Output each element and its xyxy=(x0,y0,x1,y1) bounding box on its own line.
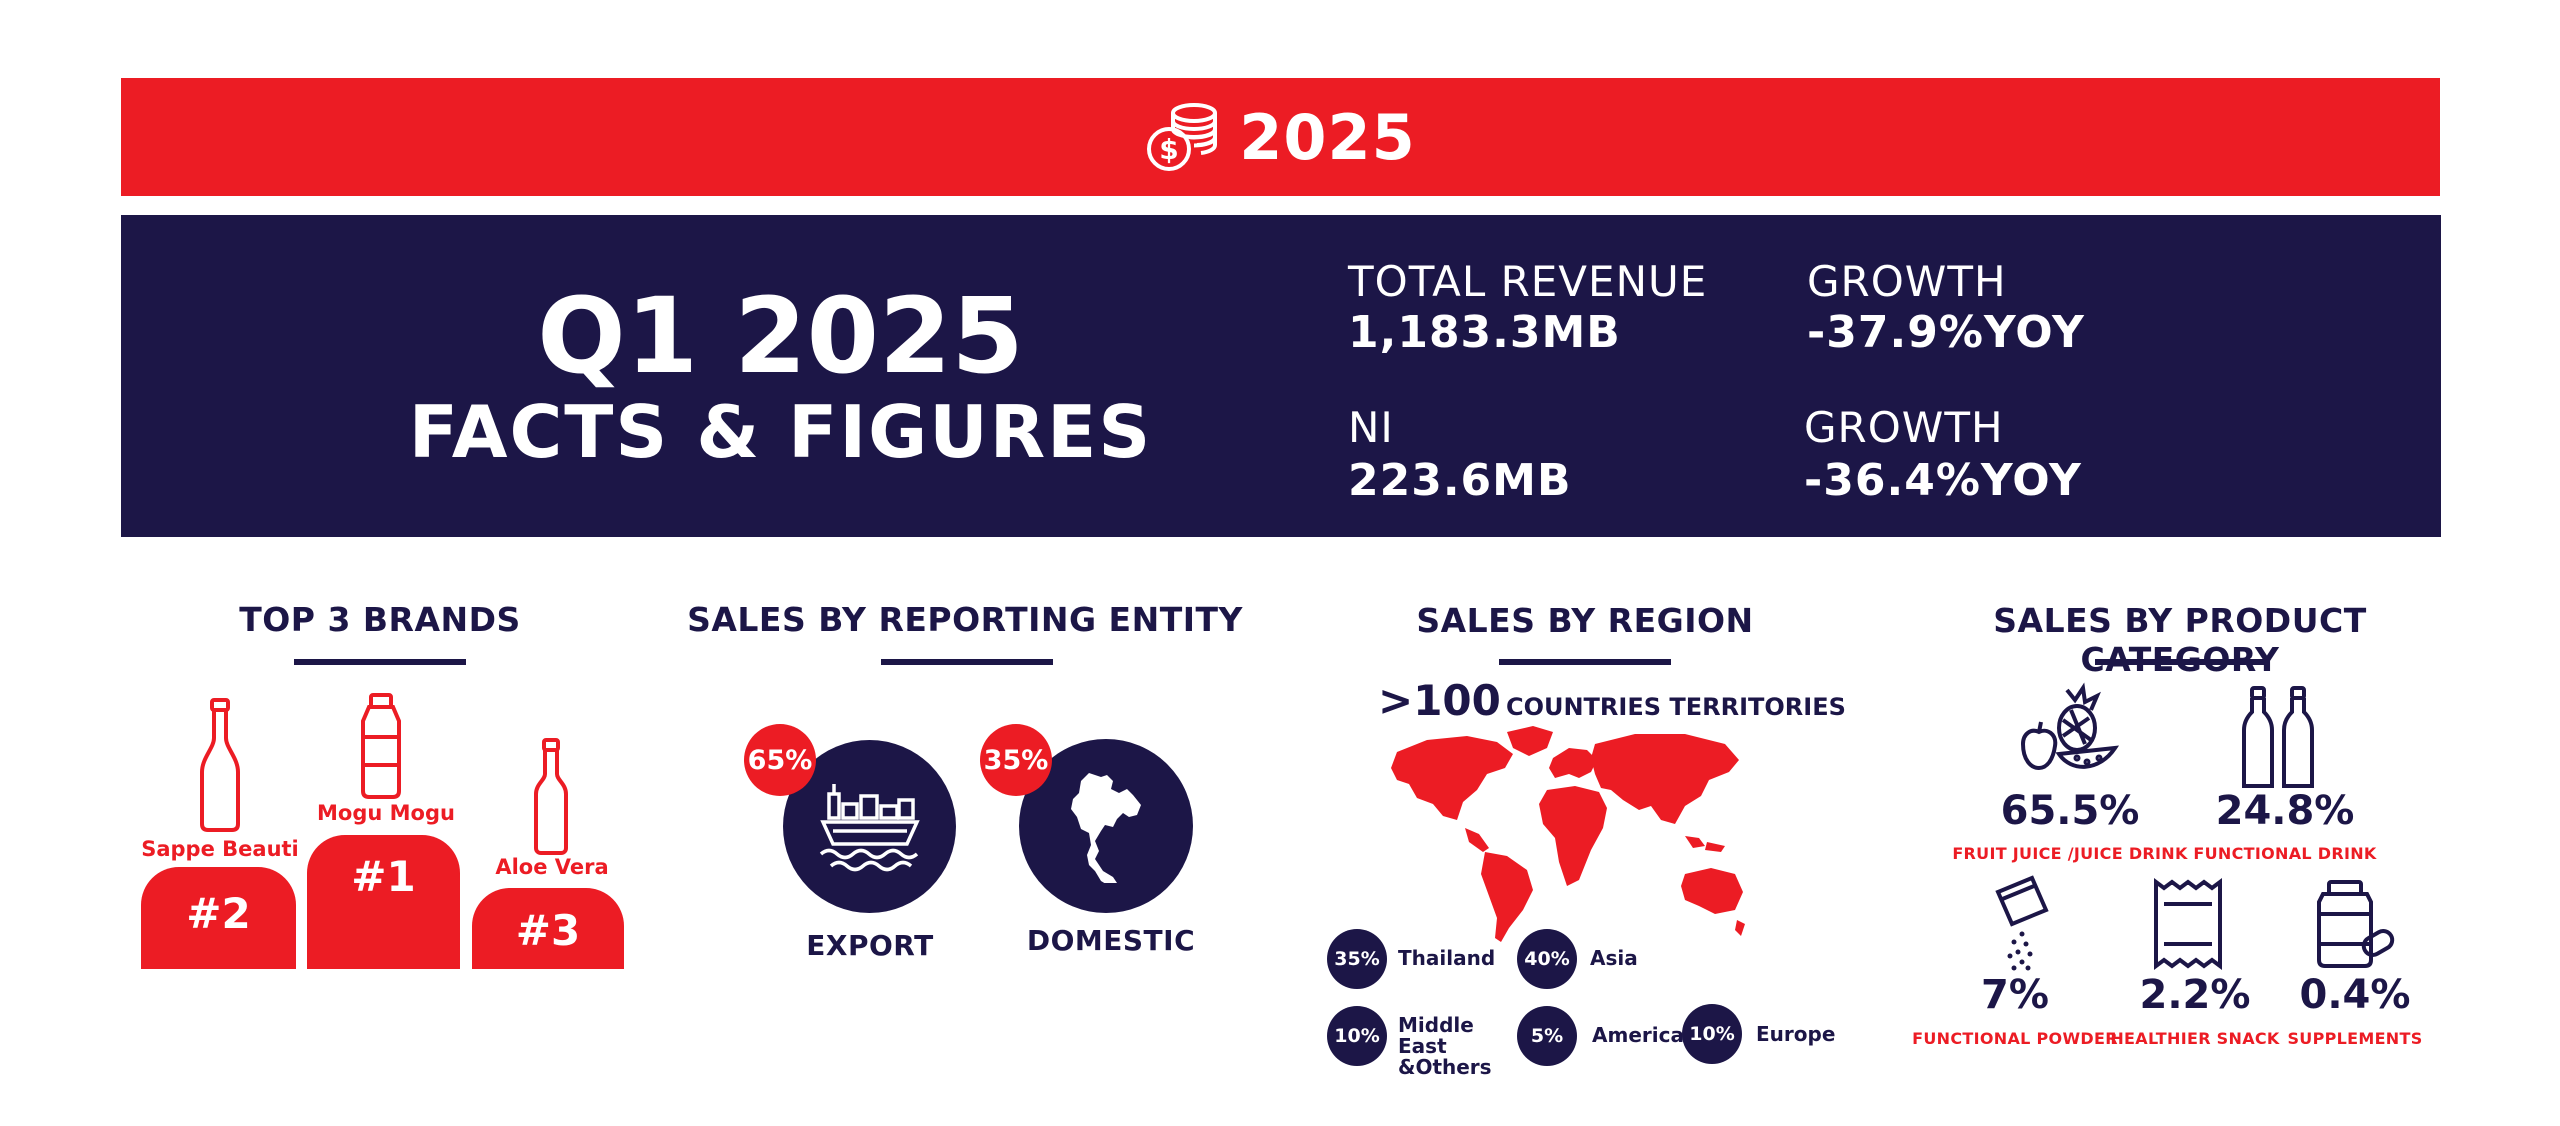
entity-rule xyxy=(881,659,1053,665)
region-name-thailand: Thailand xyxy=(1398,946,1496,970)
aloe-bottle-icon xyxy=(534,738,568,855)
rank-3: #3 xyxy=(515,906,581,955)
ni-value: 223.6MB xyxy=(1348,455,1572,506)
banner-year: 2025 xyxy=(1239,100,1416,174)
mogu-bottle-icon xyxy=(361,693,401,799)
sappe-bottle-icon xyxy=(200,698,240,832)
brand-name-3: Aloe Vera xyxy=(495,855,609,879)
region-name-america: America xyxy=(1592,1023,1684,1047)
category-name-powder: FUNCTIONAL POWDER xyxy=(1912,1029,2118,1048)
snack-pack-icon xyxy=(2154,878,2222,970)
export-label: EXPORT xyxy=(806,929,934,962)
supplement-jar-icon xyxy=(2317,880,2395,968)
region-pct-asia: 40% xyxy=(1517,929,1577,989)
region-pct-middle-east: 10% xyxy=(1327,1006,1387,1066)
year-banner: $ 2025 xyxy=(121,78,2440,196)
domestic-label: DOMESTIC xyxy=(1026,924,1196,957)
category-title: SALES BY PRODUCT CATEGORY xyxy=(1993,601,2367,679)
category-rule xyxy=(2095,659,2267,665)
facts-subtitle: FACTS & FIGURES xyxy=(408,390,1153,474)
region-name-europe: Europe xyxy=(1756,1022,1836,1046)
thailand-map-icon xyxy=(1071,773,1141,883)
facts-panel: Q1 2025 FACTS & FIGURES TOTAL REVENUE 1,… xyxy=(121,215,2441,537)
countries-count: >100 xyxy=(1378,676,1501,725)
region-pct-europe: 10% xyxy=(1682,1004,1742,1064)
category-name-functional-drink: FUNCTIONAL DRINK xyxy=(2193,844,2377,863)
ni-label: NI xyxy=(1348,403,1394,452)
ni-growth-label: GROWTH xyxy=(1804,403,2004,452)
rank-2: #2 xyxy=(186,889,251,938)
revenue-growth-label: GROWTH xyxy=(1807,257,2007,306)
export-pct-badge: 65% xyxy=(744,724,816,796)
category-name-juice: FRUIT JUICE /JUICE DRINK xyxy=(1952,844,2188,863)
cargo-ship-icon xyxy=(819,784,920,872)
region-name-middle-east: Middle East &Others xyxy=(1398,1013,1492,1079)
countries-line: >100 COUNTRIES TERRITORIES xyxy=(1378,676,1846,725)
powder-sachet-icon xyxy=(1995,875,2049,971)
region-pct-america: 5% xyxy=(1517,1006,1577,1066)
category-value-juice: 65.5% xyxy=(2000,788,2140,834)
svg-text:$: $ xyxy=(1159,133,1178,166)
world-map-icon xyxy=(1391,726,1745,942)
podium-3: #3 xyxy=(472,888,624,969)
brands-rule xyxy=(294,659,466,665)
region-name-asia: Asia xyxy=(1590,946,1638,970)
fruit-icon xyxy=(2020,682,2120,771)
category-value-powder: 7% xyxy=(1981,972,2049,1018)
brands-title: TOP 3 BRANDS xyxy=(239,600,521,639)
domestic-pct-badge: 35% xyxy=(980,724,1052,796)
category-name-supplements: SUPPLEMENTS xyxy=(2287,1029,2423,1048)
total-revenue-value: 1,183.3MB xyxy=(1348,307,1621,358)
total-revenue-label: TOTAL REVENUE xyxy=(1348,257,1708,306)
brand-name-1: Mogu Mogu xyxy=(317,801,455,825)
brand-name-2: Sappe Beauti xyxy=(141,837,299,861)
entity-title: SALES BY REPORTING ENTITY xyxy=(687,600,1243,639)
countries-label: COUNTRIES TERRITORIES xyxy=(1505,693,1846,721)
podium-1: #1 xyxy=(307,835,460,969)
podium-2: #2 xyxy=(141,867,296,969)
revenue-growth-value: -37.9%YOY xyxy=(1807,307,2085,358)
region-pct-thailand: 35% xyxy=(1327,929,1387,989)
coins-dollar-icon: $ xyxy=(1147,103,1218,171)
bottles-icon xyxy=(2242,686,2314,788)
category-value-snack: 2.2% xyxy=(2139,972,2251,1018)
rank-1: #1 xyxy=(351,852,416,901)
region-rule xyxy=(1499,659,1671,665)
ni-growth-value: -36.4%YOY xyxy=(1804,455,2082,506)
category-value-supplements: 0.4% xyxy=(2299,972,2411,1018)
category-value-functional-drink: 24.8% xyxy=(2215,788,2355,834)
region-title: SALES BY REGION xyxy=(1416,601,1754,640)
category-name-snack: HEALTHIER SNACK xyxy=(2110,1029,2280,1048)
quarter-title: Q1 2025 xyxy=(537,275,1024,397)
